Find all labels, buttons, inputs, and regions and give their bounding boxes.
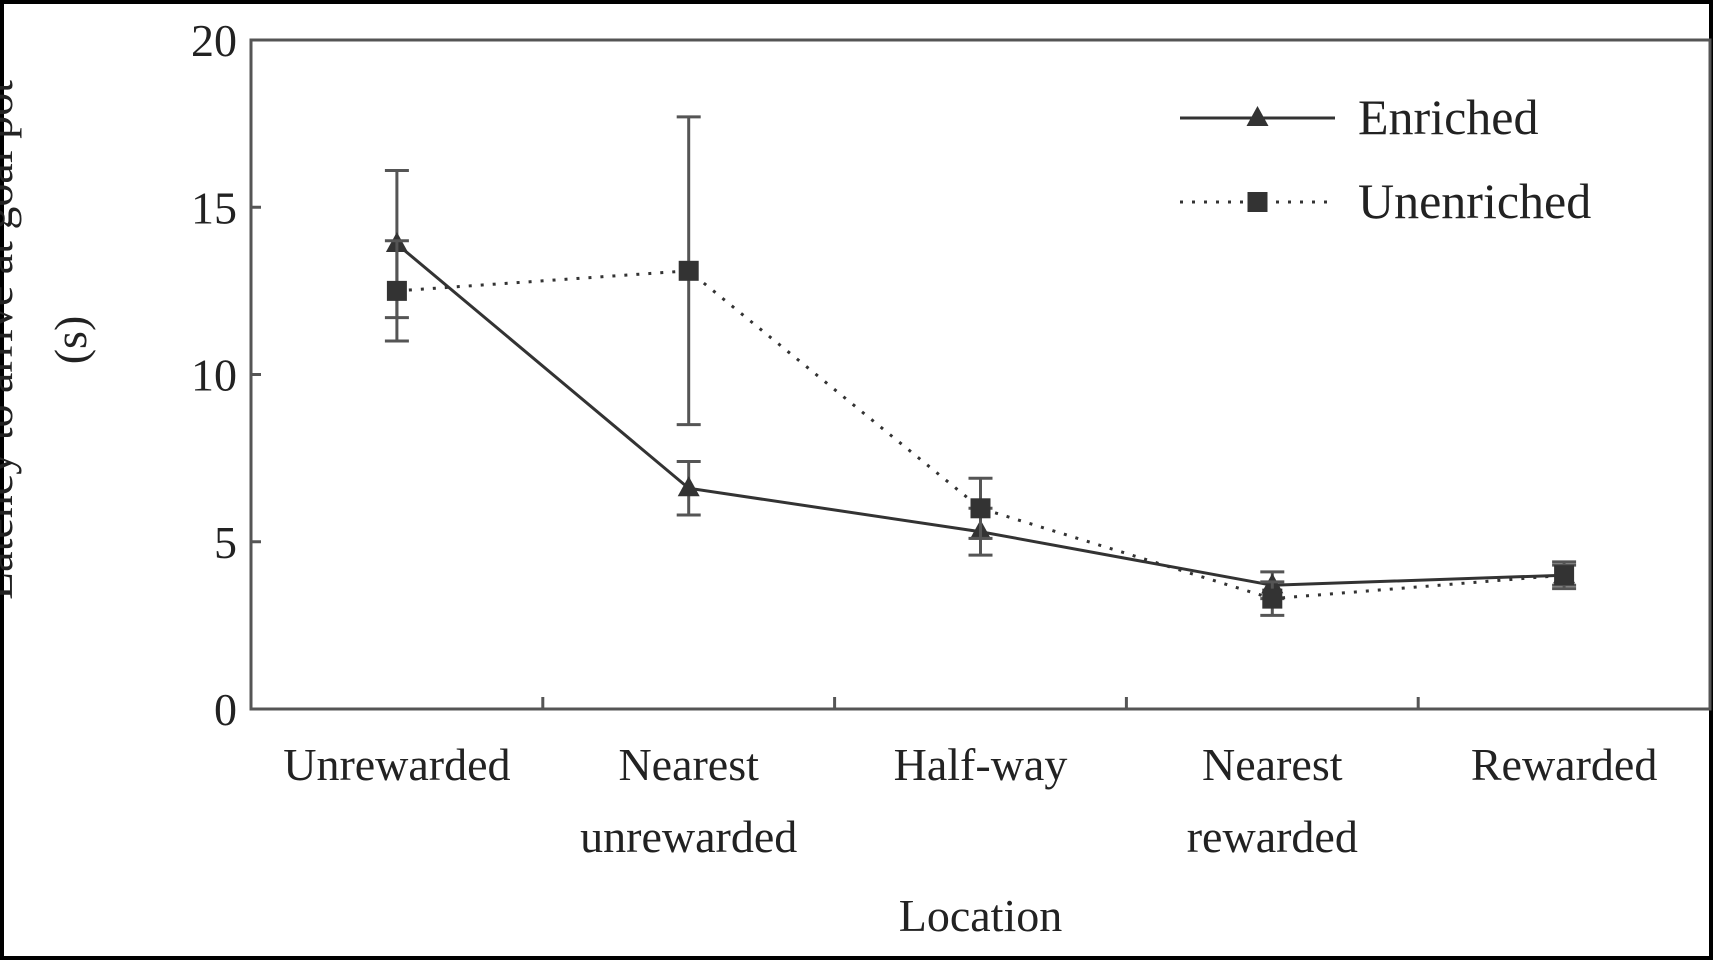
marker <box>1262 588 1283 609</box>
y-tick-label: 5 <box>214 517 237 568</box>
legend-marker <box>1246 106 1269 126</box>
y-tick-label: 20 <box>191 15 237 66</box>
x-axis-label: Location <box>898 890 1063 941</box>
marker <box>677 476 700 497</box>
y-tick-label: 0 <box>214 684 237 735</box>
marker <box>970 498 991 519</box>
legend-label: Enriched <box>1358 89 1538 145</box>
y-axis-label: Latency to arrive at goal pot (s) <box>0 80 96 600</box>
x-tick-label: Nearest unrewarded <box>580 739 798 862</box>
series-line <box>396 269 1565 601</box>
y-tick-label: 10 <box>191 350 237 401</box>
y-tick-label: 15 <box>191 182 237 233</box>
x-tick-label: Nearest rewarded <box>1186 739 1358 862</box>
x-tick-label: Half-way <box>893 739 1068 790</box>
legend-marker <box>1247 192 1268 212</box>
marker <box>386 280 407 301</box>
x-tick-label: Rewarded <box>1470 739 1658 790</box>
marker <box>678 260 699 281</box>
marker <box>1554 565 1575 586</box>
legend-label: Unenriched <box>1358 173 1591 229</box>
x-tick-label: Unrewarded <box>283 739 511 790</box>
